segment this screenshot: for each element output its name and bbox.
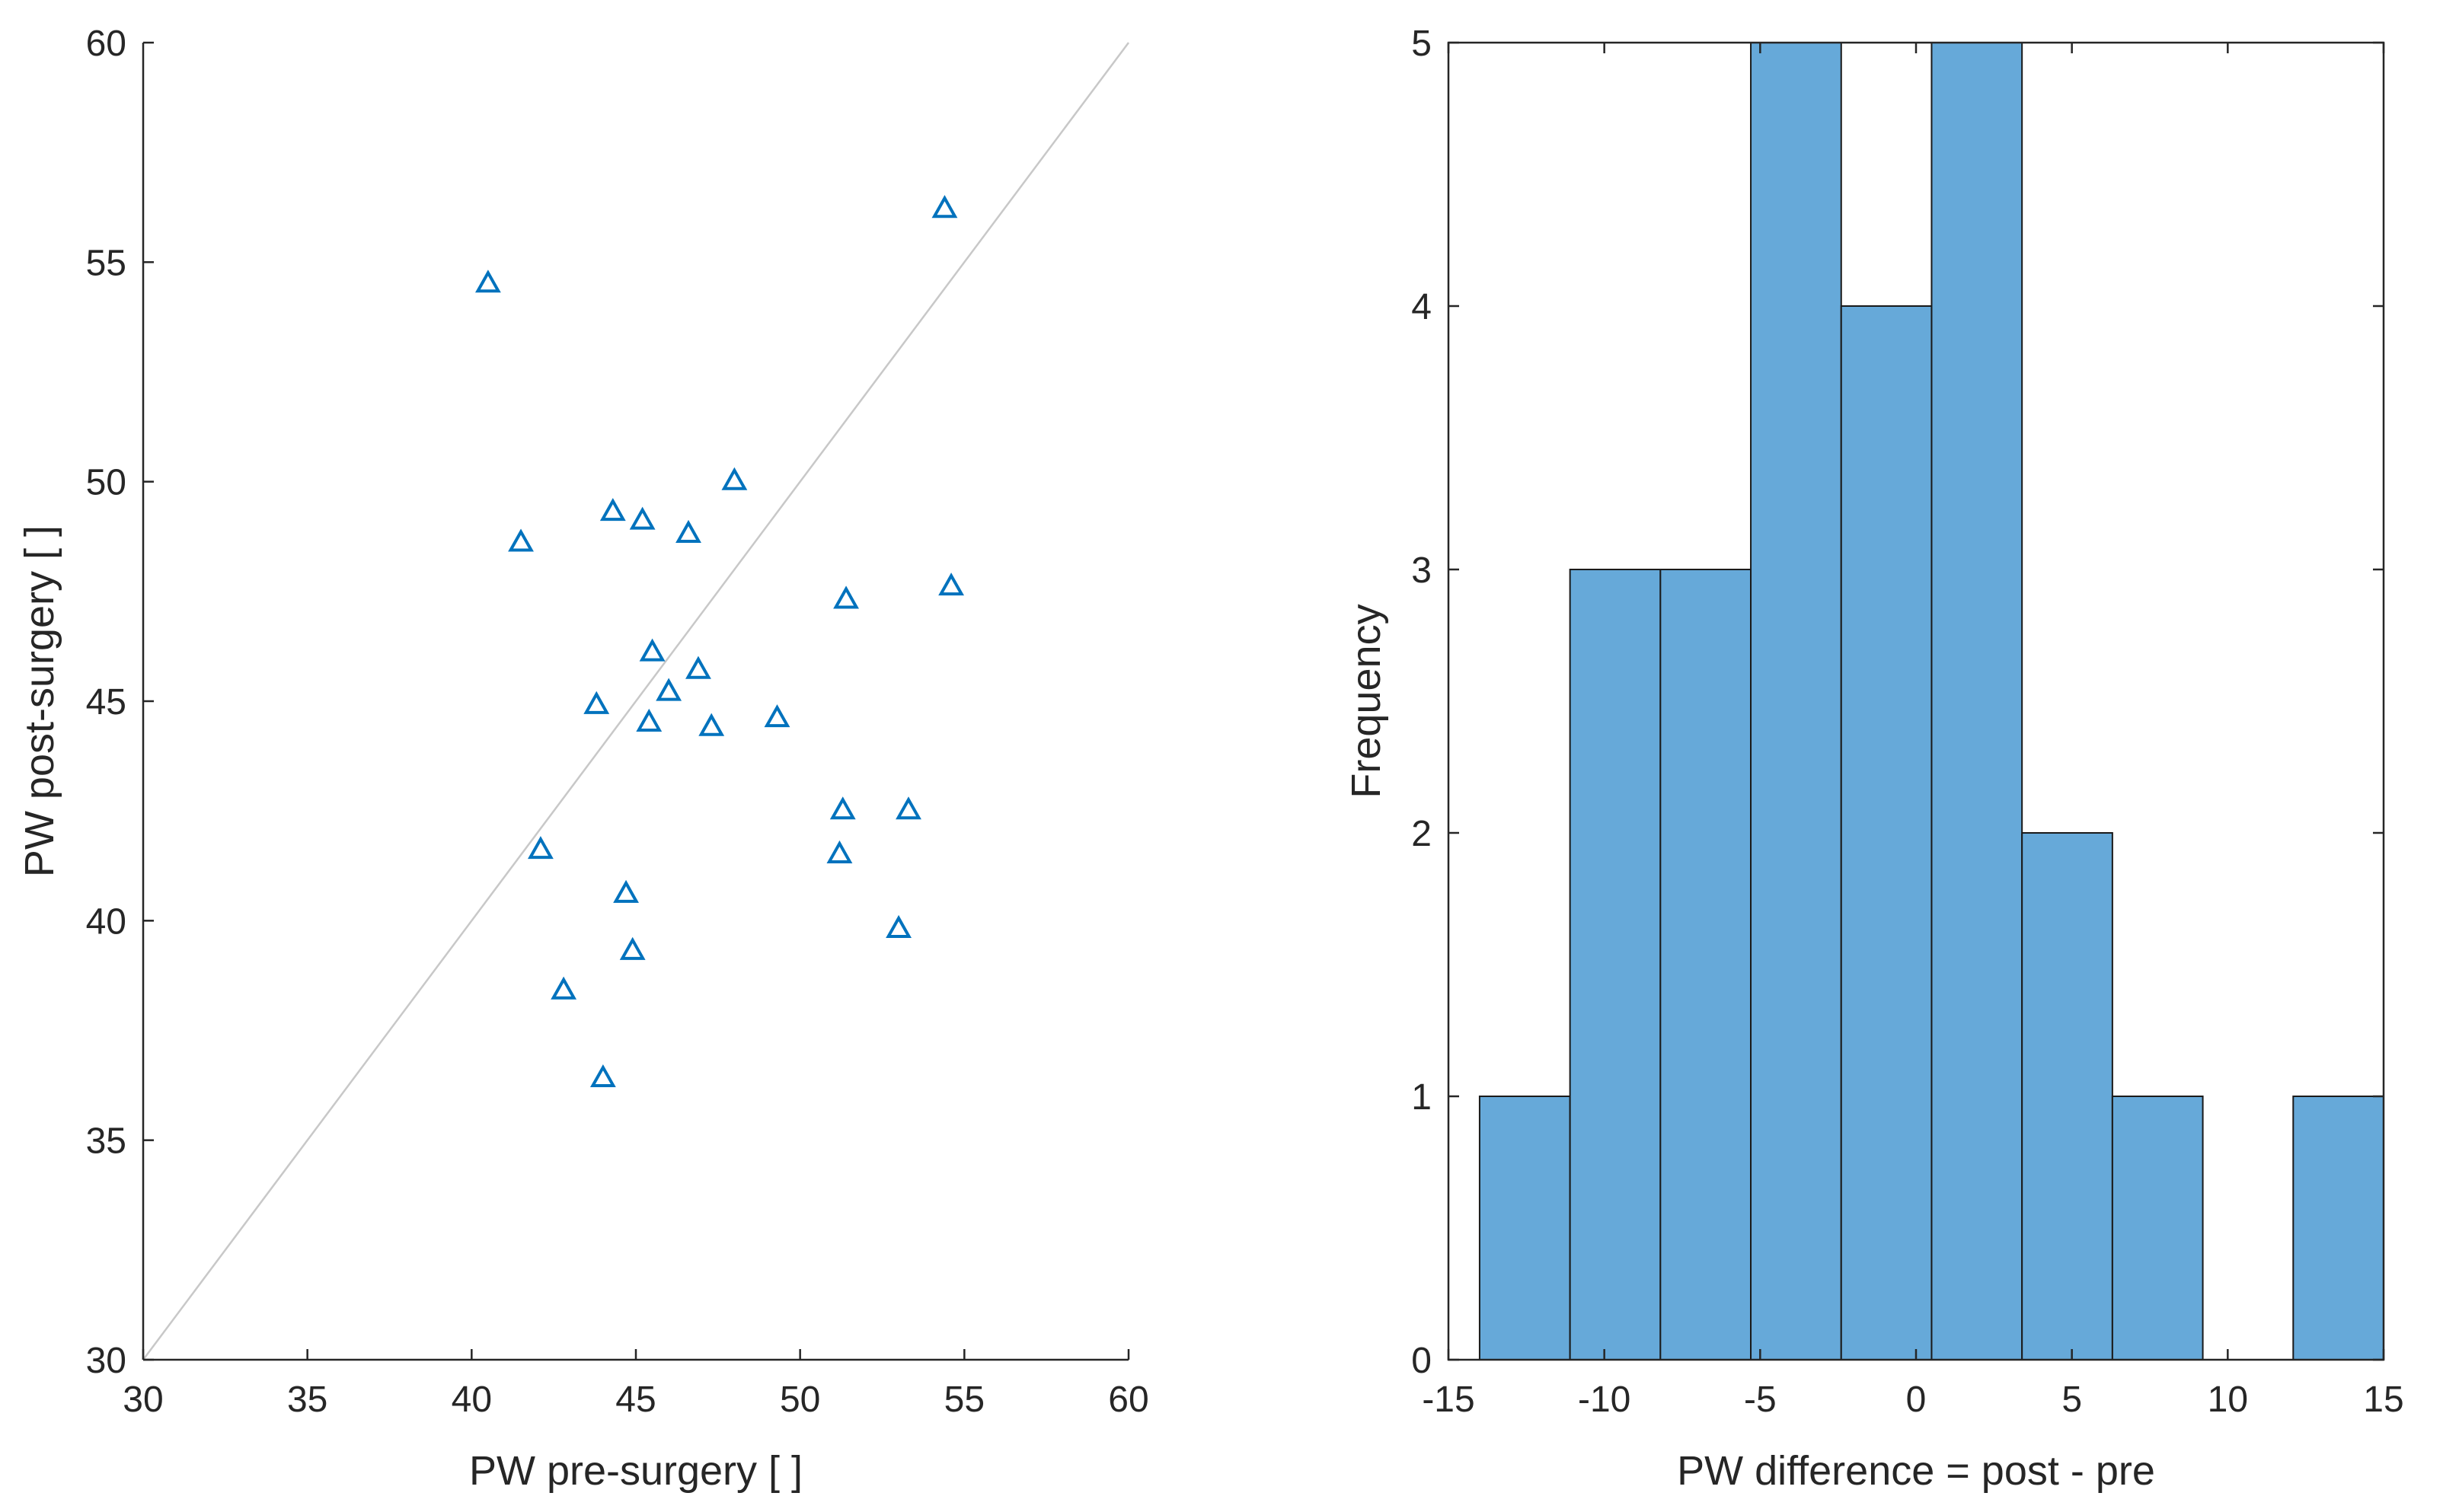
- scatter-point: [826, 840, 853, 863]
- histogram-bar: [1840, 305, 1933, 1360]
- histogram-y-tick-label: 4: [1411, 287, 1432, 327]
- scatter-point: [829, 796, 856, 820]
- scatter-point: [764, 704, 790, 728]
- scatter-x-axis-label: PW pre-surgery [ ]: [469, 1448, 803, 1494]
- scatter-point: [629, 506, 656, 530]
- histogram-y-tick-label: 0: [1411, 1341, 1432, 1381]
- identity-reference-line: [142, 42, 1130, 1360]
- scatter-point: [931, 195, 958, 219]
- scatter-y-tick-label: 30: [86, 1341, 126, 1381]
- scatter-x-tick-label: 30: [123, 1380, 163, 1420]
- scatter-x-tick-label: 35: [287, 1380, 327, 1420]
- scatter-x-tick-label: 50: [780, 1380, 820, 1420]
- histogram-bar: [1930, 42, 2023, 1360]
- scatter-point: [833, 585, 859, 609]
- scatter-panel: 30 35 40 45 50 55 60 30 35 40 45 50 55 60 PW pre-surg…: [17, 24, 1149, 1494]
- scatter-point: [589, 1064, 616, 1088]
- scatter-point: [583, 691, 610, 714]
- histogram-bar: [2021, 832, 2113, 1360]
- scatter-x-tick-label: 45: [615, 1380, 656, 1420]
- histogram-bar: [1569, 569, 1662, 1360]
- scatter-y-tick-label: 60: [86, 24, 126, 64]
- histogram-x-tick-label: 15: [2363, 1380, 2403, 1420]
- scatter-point: [508, 528, 534, 552]
- histogram-y-tick-label: 1: [1411, 1077, 1432, 1118]
- histogram-y-tick-label: 2: [1411, 814, 1432, 854]
- scatter-y-tick-label: 50: [86, 463, 126, 503]
- scatter-point: [675, 519, 701, 543]
- scatter-x-tick-label: 60: [1108, 1380, 1148, 1420]
- histogram-panel: -15 -10 -5 0 5 10 15 0 1 2 3 4 5 PW difference = pos…: [1343, 24, 2404, 1494]
- scatter-y-axis-label: PW post-surgery [ ]: [17, 525, 62, 877]
- scatter-point: [685, 656, 711, 679]
- histogram-y-tick-label: 3: [1411, 550, 1432, 591]
- scatter-x-tick-label: 55: [944, 1380, 985, 1420]
- scatter-point: [599, 498, 626, 522]
- scatter-point: [896, 796, 921, 820]
- scatter-axes: 30 35 40 45 50 55 60 30 35 40 45 50 55 60: [86, 24, 1149, 1420]
- scatter-point: [639, 638, 666, 662]
- histogram-x-axis-label: PW difference = post - pre: [1677, 1448, 2155, 1494]
- histogram-x-tick-label: -5: [1744, 1380, 1777, 1420]
- scatter-point: [886, 914, 912, 938]
- scatter-y-tick-label: 45: [86, 682, 126, 723]
- histogram-x-tick-label: 10: [2208, 1380, 2248, 1420]
- scatter-y-tick-label: 35: [86, 1121, 126, 1162]
- histogram-x-tick-label: 5: [2061, 1380, 2082, 1420]
- scatter-y-tick-label: 40: [86, 901, 126, 942]
- scatter-point: [721, 467, 748, 490]
- scatter-point: [613, 879, 639, 903]
- histogram-bar: [1478, 1096, 1571, 1360]
- histogram-bar: [2111, 1096, 2204, 1360]
- histogram-bar: [1659, 569, 1752, 1360]
- histogram-x-tick-label: 0: [1906, 1380, 1927, 1420]
- scatter-point: [619, 936, 646, 960]
- scatter-y-tick-label: 55: [86, 243, 126, 283]
- scatter-point: [656, 678, 682, 701]
- scatter-marks: [142, 42, 1130, 1360]
- scatter-point: [474, 270, 501, 293]
- scatter-point: [698, 713, 725, 736]
- histogram-bar: [2292, 1096, 2384, 1360]
- scatter-point: [636, 708, 663, 732]
- histogram-bar: [1750, 42, 1842, 1360]
- histogram-bars: [1478, 42, 2384, 1360]
- scatter-point: [527, 836, 554, 860]
- histogram-x-tick-label: -15: [1422, 1380, 1474, 1420]
- scatter-point: [551, 976, 577, 1000]
- histogram-x-tick-label: -10: [1578, 1380, 1630, 1420]
- histogram-axes: -15 -10 -5 0 5 10 15 0 1 2 3 4 5: [1411, 24, 2403, 1420]
- scatter-x-tick-label: 40: [452, 1380, 492, 1420]
- histogram-y-axis-label: Frequency: [1343, 604, 1389, 798]
- histogram-y-tick-label: 5: [1411, 24, 1432, 64]
- scatter-point: [938, 573, 964, 596]
